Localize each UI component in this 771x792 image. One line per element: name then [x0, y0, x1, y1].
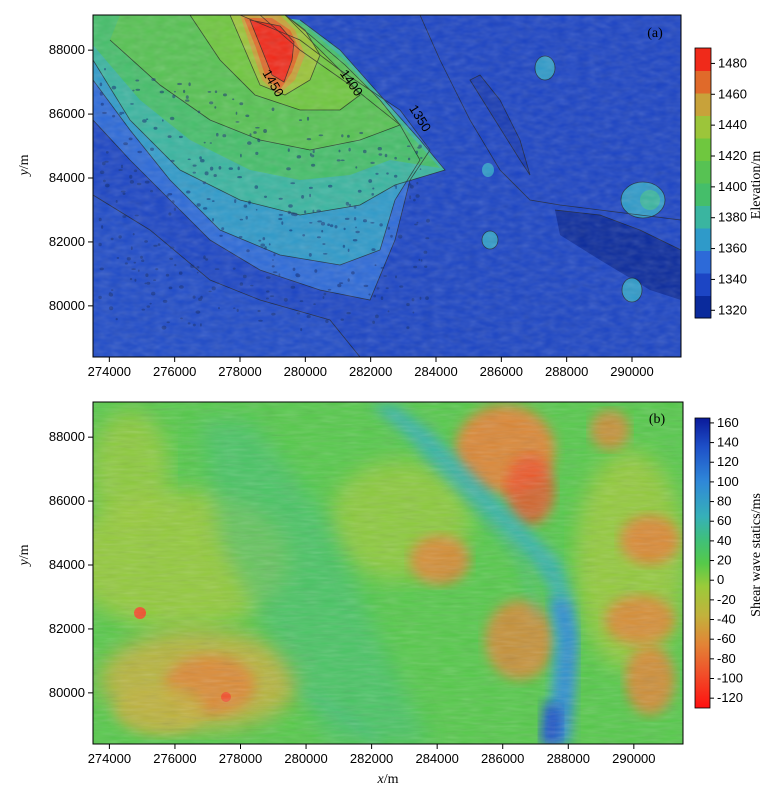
plot-frame	[92, 401, 684, 745]
elevation-map	[93, 15, 681, 357]
colorbar-tick-label: -60	[717, 631, 736, 646]
y-tick-label: 84000	[49, 170, 85, 185]
x-tick-label: 274000	[88, 751, 131, 766]
y-tick-label: 84000	[49, 557, 85, 572]
x-tick-label: 282000	[350, 751, 393, 766]
y-axis-label: y/m	[17, 544, 32, 567]
x-tick-label: 282000	[349, 364, 392, 379]
y-axis-ticks: 80000 82000 84000 86000 88000	[49, 429, 93, 700]
colorbar-tick-label: 1320	[718, 302, 747, 317]
colorbar-segment	[695, 160, 711, 184]
colorbar-segment	[695, 115, 711, 139]
x-axis-ticks: 274000 276000 278000 280000 282000 284000 2860…	[88, 744, 656, 766]
colorbar-tick-label: 1420	[718, 148, 747, 163]
colorbar-tick-label: -100	[717, 671, 743, 686]
colorbar-frame	[694, 47, 712, 319]
y-tick-label: 86000	[49, 493, 85, 508]
colorbar-segment	[695, 295, 711, 319]
x-tick-label: 288000	[547, 751, 590, 766]
y-tick-label: 88000	[49, 42, 85, 57]
y-axis-label: y/m	[17, 154, 32, 177]
colorbar-tick-label: 1440	[718, 117, 747, 132]
colorbar-tick-label: 1460	[718, 86, 747, 101]
colorbar-tick-label: -120	[717, 690, 743, 705]
colorbar-segment	[695, 250, 711, 274]
colorbar-tick-label: 80	[717, 494, 731, 509]
colorbar-tick-label: 160	[717, 415, 739, 430]
colorbar-tick-label: -80	[717, 651, 736, 666]
colorbar-segment	[695, 183, 711, 206]
colorbar-segment	[695, 138, 711, 161]
colorbar-ticks: 160 140 120 100 80 60 40 20 0 -20 -40 -60 -80 -100 -12…	[710, 415, 743, 705]
x-tick-label: 276000	[153, 751, 196, 766]
colorbar-tick-label: 1480	[718, 55, 747, 70]
panel-label: (a)	[647, 26, 663, 41]
y-tick-label: 86000	[49, 106, 85, 121]
colorbar-tick-label: 0	[717, 572, 724, 587]
colorbar-segment	[695, 48, 711, 71]
x-tick-label: 278000	[219, 751, 262, 766]
colorbar: 1320 1340 1360 1380 1400 1420 1440 1460 1480	[694, 47, 747, 319]
statics-map	[93, 402, 683, 744]
y-tick-label: 82000	[49, 621, 85, 636]
colorbar-tick-label: 120	[717, 454, 739, 469]
colorbar-label: Elevation/m	[749, 151, 764, 220]
x-tick-label: 290000	[610, 364, 653, 379]
colorbar-segment	[695, 205, 711, 229]
colorbar-tick-label: -40	[717, 612, 736, 627]
colorbar-segment	[695, 93, 711, 116]
panel-label: (b)	[649, 412, 666, 427]
x-tick-label: 280000	[284, 751, 327, 766]
x-tick-label: 278000	[218, 364, 261, 379]
x-tick-label: 286000	[480, 364, 523, 379]
x-tick-label: 290000	[612, 751, 655, 766]
colorbar-tick-label: 1360	[718, 241, 747, 256]
y-tick-label: 88000	[49, 429, 85, 444]
x-tick-label: 288000	[545, 364, 588, 379]
y-tick-label: 80000	[49, 298, 85, 313]
colorbar-tick-label: -20	[717, 592, 736, 607]
x-tick-label: 280000	[284, 364, 327, 379]
colorbar-segment	[695, 70, 711, 94]
colorbar-tick-label: 1400	[718, 179, 747, 194]
colorbar-tick-label: 60	[717, 513, 731, 528]
x-tick-label: 286000	[481, 751, 524, 766]
colorbar-tick-label: 140	[717, 435, 739, 450]
x-tick-label: 284000	[414, 364, 457, 379]
x-tick-label: 274000	[88, 364, 131, 379]
y-axis-ticks: 80000 82000 84000 86000 88000	[49, 42, 93, 313]
x-tick-label: 276000	[153, 364, 196, 379]
colorbar-tick-label: 1380	[718, 210, 747, 225]
x-axis-ticks: 274000 276000 278000 280000 282000 284000 2860…	[88, 357, 654, 379]
colorbar-label: Shear wave statics/ms	[749, 493, 764, 617]
statics-map-panel: (b) 274000 276000 278000 280000 282000 284000…	[17, 401, 764, 787]
colorbar	[694, 417, 711, 709]
x-tick-label: 284000	[415, 751, 458, 766]
colorbar-tick-label: 20	[717, 553, 731, 568]
colorbar-tick-label: 1340	[718, 271, 747, 286]
colorbar-segment	[695, 228, 711, 251]
y-tick-label: 82000	[49, 234, 85, 249]
colorbar-tick-label: 100	[717, 474, 739, 489]
plot-frame	[92, 14, 682, 358]
colorbar-tick-label: 40	[717, 533, 731, 548]
x-axis-label: x/m	[377, 772, 399, 787]
colorbar-segment	[695, 273, 711, 296]
y-tick-label: 80000	[49, 685, 85, 700]
